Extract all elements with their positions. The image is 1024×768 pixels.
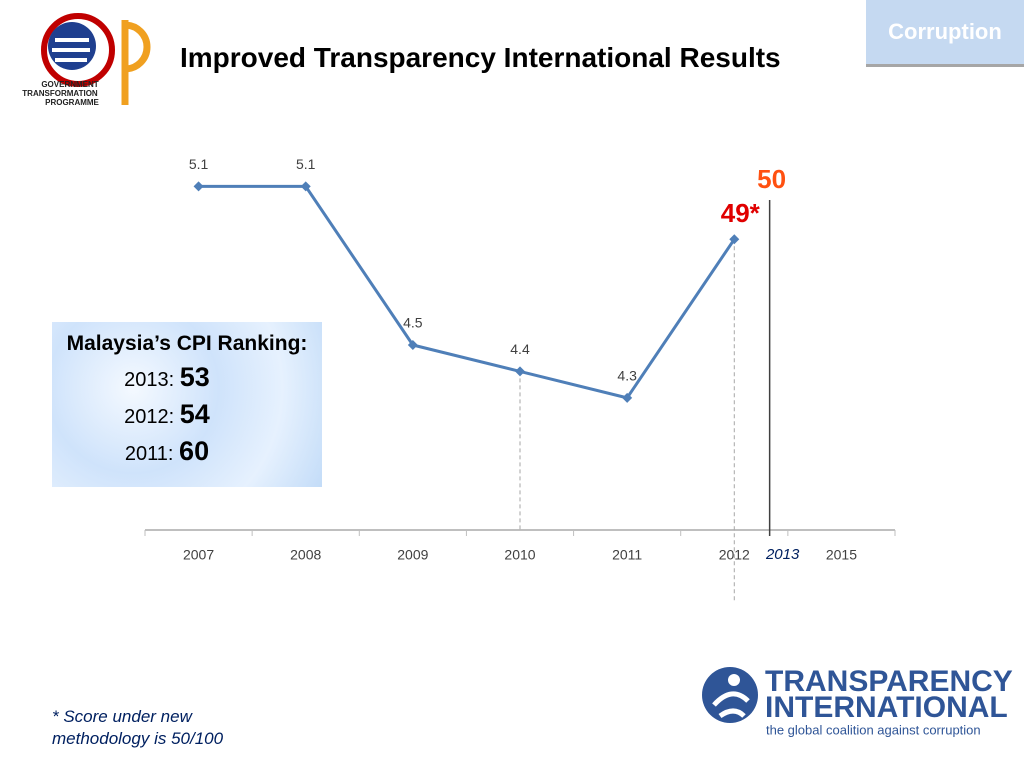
- x-tick-label: 2008: [290, 547, 321, 563]
- annotation: 50: [757, 164, 786, 194]
- point: [407, 340, 418, 350]
- ranking-value: 53: [179, 362, 210, 392]
- data-label: 5.1: [296, 156, 316, 172]
- point: [622, 392, 633, 403]
- ranking-year: 2012:: [124, 406, 175, 428]
- ti-tagline: the global coalition against corruption: [766, 722, 981, 737]
- data-label: 4.5: [403, 315, 423, 331]
- x-tick-label: 2010: [504, 547, 535, 563]
- ti-logo: TRANSPARENCY INTERNATIONAL the global co…: [702, 665, 1013, 737]
- ranking-year: 2011:: [124, 443, 174, 465]
- gtp-text: TRANSFORMATION: [22, 89, 98, 98]
- ranking-row: 2013: 53: [12, 362, 322, 393]
- ti-name: TRANSPARENCY: [765, 665, 1013, 698]
- ranking-row: 2011: 60: [12, 436, 322, 467]
- slide-title: Improved Transparency International Resu…: [180, 42, 781, 73]
- ranking-value: 60: [179, 436, 210, 466]
- ranking-heading: Malaysia’s CPI Ranking:: [66, 332, 308, 355]
- x-tick-label: 2015: [826, 547, 857, 563]
- footnote: * Score under new methodology is 50/100: [52, 707, 224, 748]
- point: [193, 181, 204, 192]
- x-tick-label: 2011: [612, 547, 642, 563]
- ranking-box: Malaysia’s CPI Ranking: 2013: 53 2012: 5…: [52, 322, 322, 487]
- gtp-text: PROGRAMME: [45, 98, 99, 107]
- data-label: 5.1: [189, 156, 209, 172]
- gtp-text: GOVERNMENT: [41, 80, 98, 89]
- gtp-logo: GOVERNMENT TRANSFORMATION PROGRAMME: [22, 13, 151, 107]
- point: [729, 234, 740, 245]
- data-label: 4.3: [617, 368, 637, 384]
- point: [300, 181, 311, 192]
- data-label: 4.4: [510, 341, 530, 357]
- ranking-year: 2013:: [124, 369, 175, 391]
- annotation: 2013: [765, 546, 800, 563]
- ti-name: INTERNATIONAL: [765, 691, 1008, 724]
- x-tick-label: 2009: [397, 547, 428, 563]
- data-label: 49*: [721, 198, 761, 228]
- line: [198, 184, 736, 400]
- ranking-row: 2012: 54: [12, 399, 322, 430]
- point: [515, 366, 525, 377]
- section-tab: Corruption: [866, 0, 1024, 67]
- x-tick-label: 2007: [183, 547, 214, 563]
- ranking-value: 54: [179, 399, 210, 429]
